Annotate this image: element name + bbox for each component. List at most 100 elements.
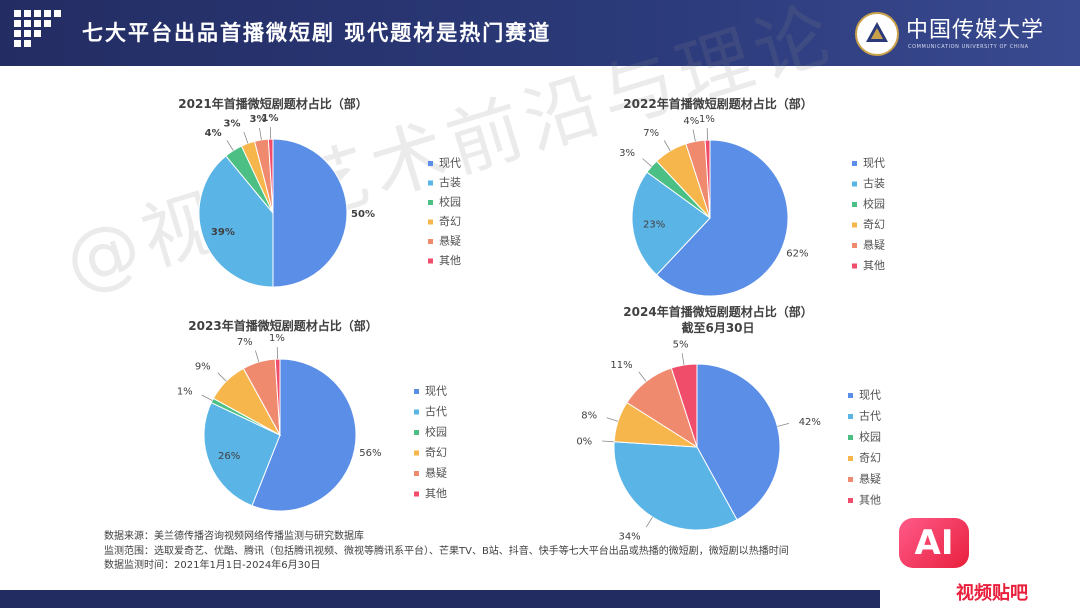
legend-label: 现代 (863, 157, 885, 170)
data-label: 0% (576, 436, 592, 447)
legend-swatch (852, 243, 857, 248)
legend-swatch (852, 161, 857, 166)
legend-swatch (414, 430, 419, 435)
leader-line (642, 158, 652, 167)
note-source: 数据来源：美兰德传播咨询视频网络传播监测与研究数据库 (104, 531, 364, 542)
legend-swatch (848, 435, 853, 440)
legend-label: 古装 (439, 176, 461, 189)
leader-line (243, 131, 249, 144)
legend-label: 现代 (859, 389, 881, 402)
legend-label: 其他 (859, 494, 881, 507)
pie-slice (267, 138, 274, 214)
legend-swatch (848, 477, 853, 482)
legend-swatch (852, 263, 857, 269)
pie-slice (631, 171, 711, 276)
legend-swatch (414, 491, 419, 497)
legend-label: 其他 (863, 259, 885, 272)
data-label: 9% (195, 362, 211, 373)
pie-slice (203, 401, 281, 507)
legend-label: 奇幻 (863, 218, 885, 231)
chart-title: 2022年首播微短剧题材占比（部） (623, 96, 812, 111)
legend-label: 悬疑 (859, 473, 881, 486)
pie-slice (272, 138, 348, 288)
data-label: 1% (177, 387, 193, 398)
legend-swatch (852, 181, 857, 187)
legend-swatch (848, 393, 853, 398)
legend-swatch (428, 180, 433, 186)
leader-line (255, 350, 260, 363)
source-notes: 数据来源：美兰德传播咨询视频网络传播监测与研究数据库 监测范围：选取爱奇艺、优酷… (104, 530, 789, 574)
data-label: 62% (786, 249, 808, 260)
university-emblem-icon (855, 12, 899, 56)
legend-swatch (414, 471, 419, 476)
data-label: 3% (224, 119, 241, 130)
leader-line (217, 372, 227, 382)
note-period: 数据监测时间：2021年1月1日-2024年6月30日 (104, 560, 321, 571)
data-label: 56% (359, 448, 381, 459)
legend-label: 校园 (425, 425, 447, 439)
data-label: 4% (683, 116, 699, 127)
legend-label: 校园 (863, 197, 885, 211)
chart-title: 2024年首播微短剧题材占比（部） (623, 304, 812, 319)
legend-swatch (428, 200, 433, 205)
legend-swatch (414, 389, 419, 394)
pie-slice (670, 363, 698, 448)
pie-slice (198, 155, 274, 288)
data-label: 1% (269, 333, 285, 344)
data-label: 39% (211, 227, 235, 238)
legend-label: 校园 (859, 430, 881, 444)
legend-label: 校园 (439, 195, 461, 209)
pie-slice (655, 139, 789, 297)
legend-label: 悬疑 (439, 235, 461, 248)
pie-slice (274, 358, 281, 436)
leader-line (663, 140, 671, 152)
legend-label: 古代 (425, 405, 447, 418)
ai-logo-icon: AI (899, 518, 969, 568)
legend-label: 古代 (859, 410, 881, 423)
data-label: 8% (581, 411, 597, 422)
data-label: 26% (218, 451, 240, 462)
leader-line (681, 353, 685, 366)
legend-swatch (414, 450, 419, 456)
data-label: 11% (610, 360, 632, 371)
legend-label: 其他 (439, 254, 461, 267)
leader-line (602, 440, 615, 443)
university-name-en: COMMUNICATION UNIVERSITY OF CHINA (908, 44, 1029, 50)
leader-line (692, 129, 696, 142)
page-title: 七大平台出品首播微短剧 现代题材是热门赛道 (82, 21, 552, 45)
data-label: 1% (262, 113, 279, 124)
chart-title: 2023年首播微短剧题材占比（部） (188, 318, 377, 333)
legend-label: 悬疑 (863, 239, 885, 252)
data-label: 34% (618, 532, 640, 543)
note-scope: 监测范围：选取爱奇艺、优酷、腾讯（包括腾讯视频、微视等腾讯系平台）、芒果TV、B… (104, 545, 789, 557)
legend-label: 奇幻 (439, 215, 461, 228)
data-label: 7% (237, 337, 253, 348)
legend-label: 奇幻 (859, 452, 881, 465)
leader-line (226, 140, 234, 151)
legend-swatch (428, 219, 433, 225)
data-label: 23% (643, 219, 665, 230)
legend-label: 悬疑 (425, 467, 447, 480)
legend-swatch (852, 222, 857, 228)
legend-label: 现代 (439, 157, 461, 170)
university-name: 中国传媒大学 (906, 18, 1045, 43)
legend-swatch (852, 202, 857, 207)
legend-swatch (414, 409, 419, 415)
leader-line (259, 128, 262, 140)
legend-swatch (848, 414, 853, 419)
legend-swatch (848, 498, 853, 503)
data-label: 7% (643, 128, 659, 139)
legend-label: 其他 (425, 487, 447, 500)
chart-title: 2021年首播微短剧题材占比（部） (178, 96, 367, 111)
ai-badge: AI 视频贴吧 (880, 505, 1080, 608)
legend-label: 奇幻 (425, 446, 447, 459)
pie-slice (696, 363, 781, 521)
legend-swatch (428, 161, 433, 166)
legend-swatch (428, 239, 433, 244)
data-label: 1% (699, 114, 715, 125)
legend-label: 现代 (425, 385, 447, 398)
grid-logo-icon (14, 10, 61, 47)
